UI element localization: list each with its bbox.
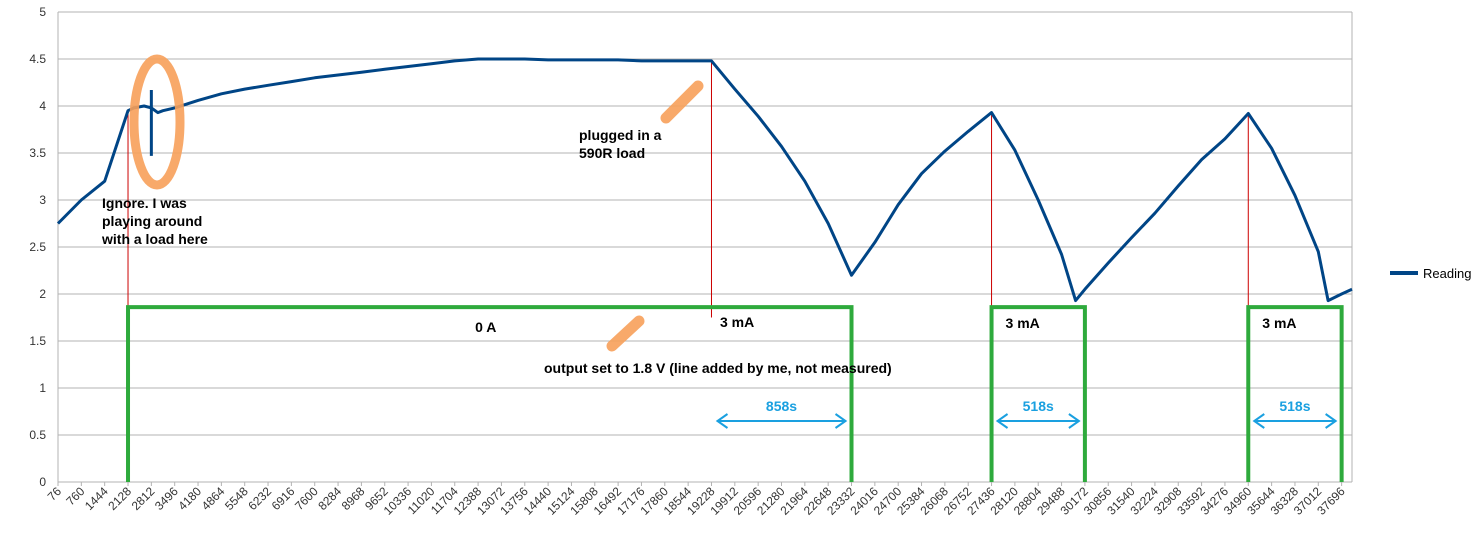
y-tick-label-0: 0 xyxy=(39,475,46,489)
plugged-note-line-1: plugged in a xyxy=(579,127,662,143)
duration-label-2: 518s xyxy=(1279,398,1310,414)
plugged-highlight-stroke xyxy=(660,80,704,124)
duration-arrowhead-left-2 xyxy=(1252,413,1265,429)
x-tick-label-2: 1444 xyxy=(82,484,111,513)
output-line-label: output set to 1.8 V (line added by me, n… xyxy=(544,360,892,376)
grid xyxy=(57,11,1353,483)
x-tick-label-11: 7600 xyxy=(292,484,321,513)
x-tick-label-6: 4180 xyxy=(175,484,204,513)
highlight-marks xyxy=(129,54,704,352)
x-tick-label-7: 4864 xyxy=(199,484,228,513)
output-highlight-stroke xyxy=(606,315,645,352)
first-3ma-label: 3 mA xyxy=(720,314,754,330)
y-axis: 0 0.5 1 1.5 2 2.5 3 3.5 4 4.5 5 xyxy=(29,5,46,489)
ignore-note-line-2: playing around xyxy=(102,213,202,229)
pulse-label-1: 3 mA xyxy=(1006,315,1040,331)
legend: Reading xyxy=(1390,266,1471,281)
x-axis: 76 76014442128281234964180486455486232691… xyxy=(45,482,1348,518)
duration-label-1: 518s xyxy=(1023,398,1054,414)
duration-arrowhead-right-0 xyxy=(834,413,848,429)
y-tick-label-10: 5 xyxy=(39,5,46,19)
plugged-note-line-2: 590R load xyxy=(579,145,645,161)
y-tick-label-6: 3 xyxy=(39,193,46,207)
legend-label-reading: Reading xyxy=(1423,266,1471,281)
x-tick-label-4: 2812 xyxy=(129,484,158,513)
output-voltage-line: 0 A 3 mA 3 mA xyxy=(126,305,1344,482)
series-line-reading xyxy=(56,57,1353,303)
duration-arrowhead-left-1 xyxy=(995,413,1009,429)
y-tick-label-8: 4 xyxy=(39,99,46,113)
ignore-highlight-ellipse xyxy=(129,54,185,190)
x-tick-label-5: 3496 xyxy=(152,484,181,513)
y-tick-label-3: 1.5 xyxy=(29,334,46,348)
x-tick-label-10: 6916 xyxy=(269,484,298,513)
x-tick-label-12: 8284 xyxy=(315,484,344,513)
pulse-label-2: 3 mA xyxy=(1262,315,1296,331)
x-tick-label-8: 5548 xyxy=(222,484,251,513)
y-tick-label-7: 3.5 xyxy=(29,146,46,160)
x-tick-label-0: 76 xyxy=(45,484,65,504)
duration-arrowhead-right-1 xyxy=(1068,413,1081,429)
duration-arrows: 858s 518s 518s xyxy=(715,398,1338,429)
y-tick-label-4: 2 xyxy=(39,287,46,301)
ignore-note-line-1: Ignore. I was xyxy=(102,195,187,211)
duration-arrowhead-right-2 xyxy=(1325,413,1338,429)
duration-label-0: 858s xyxy=(766,398,797,414)
y-tick-label-2: 1 xyxy=(39,381,46,395)
x-tick-label-9: 6232 xyxy=(245,484,274,513)
duration-arrowhead-left-0 xyxy=(715,413,729,429)
x-tick-label-13: 8968 xyxy=(339,484,368,513)
output-voltage-path xyxy=(126,305,1344,482)
pulse-label-0: 0 A xyxy=(475,319,496,335)
y-tick-label-5: 2.5 xyxy=(29,240,46,254)
red-marker-lines xyxy=(127,60,1249,318)
ignore-note-line-3: with a load here xyxy=(101,231,208,247)
y-tick-label-1: 0.5 xyxy=(29,428,46,442)
annotations: Ignore. I was playing around with a load… xyxy=(101,127,892,376)
x-tick-label-3: 2128 xyxy=(105,484,134,513)
y-tick-label-9: 4.5 xyxy=(29,52,46,66)
series-group xyxy=(56,57,1353,303)
